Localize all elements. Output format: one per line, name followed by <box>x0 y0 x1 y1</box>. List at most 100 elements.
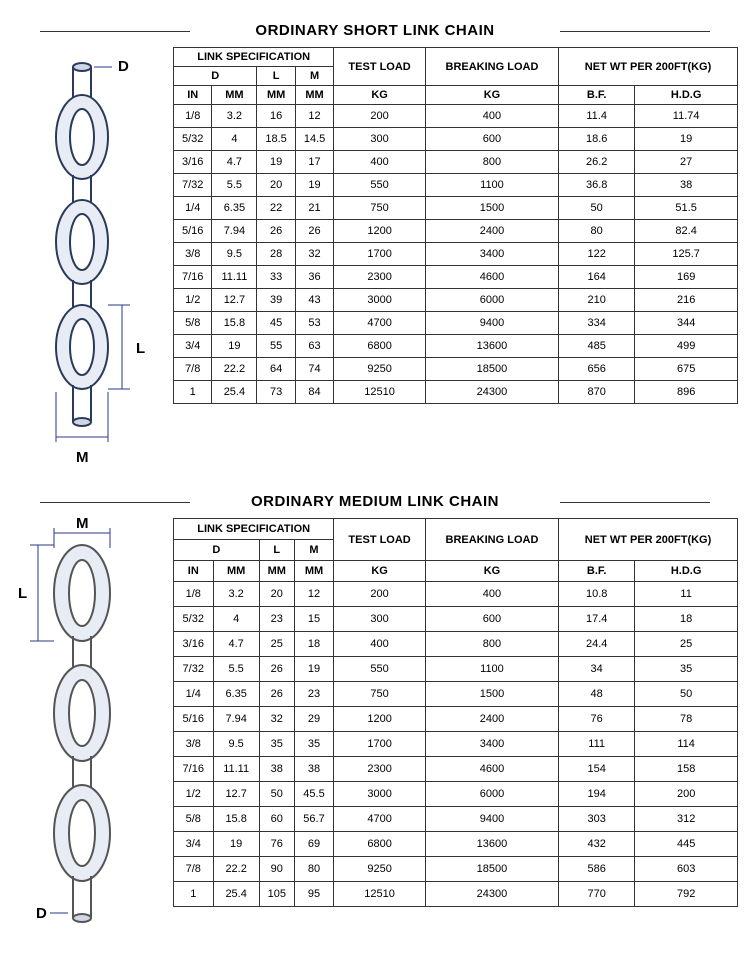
table-cell: 33 <box>257 266 295 289</box>
table-header: LINK SPECIFICATION TEST LOAD BREAKING LO… <box>174 48 738 105</box>
table-cell: 36.8 <box>559 174 635 197</box>
table-row: 7/325.52019550110036.838 <box>174 174 738 197</box>
table-cell: 60 <box>259 807 294 832</box>
table-cell: 210 <box>559 289 635 312</box>
table-cell: 1200 <box>334 707 426 732</box>
table-row: 5/815.86056.747009400303312 <box>174 807 738 832</box>
table-cell: 12 <box>295 105 333 128</box>
table-cell: 13600 <box>425 832 558 857</box>
table-cell: 27 <box>635 151 738 174</box>
table-cell: 1/2 <box>174 289 212 312</box>
table-cell: 69 <box>294 832 334 857</box>
table-row: 5/32418.514.530060018.619 <box>174 128 738 151</box>
hdr-testload: TEST LOAD <box>334 519 426 561</box>
table-cell: 39 <box>257 289 295 312</box>
table-cell: 1 <box>174 381 212 404</box>
table-cell: 656 <box>559 358 635 381</box>
table-row: 7/822.26474925018500656675 <box>174 358 738 381</box>
table-cell: 19 <box>257 151 295 174</box>
hdr-HDG: H.D.G <box>635 86 738 105</box>
table-cell: 26 <box>259 657 294 682</box>
table-cell: 18.6 <box>559 128 635 151</box>
section1-body: D L M LINK SPECIFICATION TEST LOAD BREAK… <box>10 47 740 477</box>
table-cell: 12.7 <box>212 289 257 312</box>
table-cell: 4700 <box>334 807 426 832</box>
table-cell: 23 <box>259 607 294 632</box>
table-cell: 17.4 <box>559 607 635 632</box>
table-cell: 2300 <box>334 266 426 289</box>
hdr-D: D <box>174 540 260 561</box>
table-cell: 25 <box>635 632 738 657</box>
hdr-linkspec: LINK SPECIFICATION <box>174 519 334 540</box>
table-cell: 1/4 <box>174 197 212 220</box>
table-cell: 9250 <box>334 358 426 381</box>
table-cell: 16 <box>257 105 295 128</box>
table-cell: 750 <box>334 197 426 220</box>
table-body: 1/83.2201220040010.8115/324231530060017.… <box>174 582 738 907</box>
table-cell: 20 <box>257 174 295 197</box>
hdr-netwt: NET WT PER 200FT(KG) <box>559 519 738 561</box>
table-cell: 56.7 <box>294 807 334 832</box>
table-cell: 312 <box>635 807 738 832</box>
table-cell: 3/4 <box>174 335 212 358</box>
hdr-L: L <box>259 540 294 561</box>
table-cell: 2400 <box>425 220 558 243</box>
dim-L-label: L <box>136 340 145 357</box>
table-cell: 870 <box>559 381 635 404</box>
table-cell: 4 <box>213 607 259 632</box>
hdr-D: D <box>174 67 257 86</box>
table-header: LINK SPECIFICATION TEST LOAD BREAKING LO… <box>174 519 738 582</box>
table-cell: 35 <box>635 657 738 682</box>
table-cell: 1500 <box>425 197 558 220</box>
table-cell: 12510 <box>334 882 426 907</box>
table-cell: 7/8 <box>174 857 214 882</box>
table-row: 3/4195563680013600485499 <box>174 335 738 358</box>
table-cell: 3/8 <box>174 243 212 266</box>
table-cell: 4600 <box>425 266 558 289</box>
table-cell: 400 <box>334 632 426 657</box>
table-cell: 2300 <box>334 757 426 782</box>
table-cell: 9400 <box>425 807 558 832</box>
table-cell: 25.4 <box>213 882 259 907</box>
table-cell: 1 <box>174 882 214 907</box>
hdr-breakingload: BREAKING LOAD <box>425 48 558 86</box>
table-cell: 29 <box>294 707 334 732</box>
table-cell: 53 <box>295 312 333 335</box>
table-cell: 26 <box>257 220 295 243</box>
table-row: 7/822.29080925018500586603 <box>174 857 738 882</box>
table-cell: 63 <box>295 335 333 358</box>
table-cell: 432 <box>559 832 635 857</box>
table-cell: 18500 <box>425 857 558 882</box>
table-cell: 43 <box>295 289 333 312</box>
hdr-linkspec: LINK SPECIFICATION <box>174 48 334 67</box>
hdr-BF: B.F. <box>559 86 635 105</box>
table-cell: 35 <box>259 732 294 757</box>
table-cell: 3/16 <box>174 632 214 657</box>
table-cell: 45 <box>257 312 295 335</box>
table-cell: 80 <box>294 857 334 882</box>
table-cell: 23 <box>294 682 334 707</box>
table-cell: 800 <box>425 151 558 174</box>
table-cell: 50 <box>259 782 294 807</box>
hdr-netwt: NET WT PER 200FT(KG) <box>559 48 738 86</box>
dim-D-label: D <box>118 58 129 75</box>
table-cell: 586 <box>559 857 635 882</box>
table-cell: 25.4 <box>212 381 257 404</box>
table-cell: 4600 <box>425 757 558 782</box>
table-cell: 600 <box>425 607 558 632</box>
table-cell: 122 <box>559 243 635 266</box>
table-cell: 6800 <box>334 335 426 358</box>
table-row: 1/212.7394330006000210216 <box>174 289 738 312</box>
section1-diagram: D L M <box>10 47 165 477</box>
table-cell: 334 <box>559 312 635 335</box>
table-cell: 11.4 <box>559 105 635 128</box>
table-cell: 111 <box>559 732 635 757</box>
table-cell: 485 <box>559 335 635 358</box>
table-cell: 5.5 <box>213 657 259 682</box>
table-cell: 1/2 <box>174 782 214 807</box>
hdr-L: L <box>257 67 295 86</box>
table-cell: 3/8 <box>174 732 214 757</box>
table-cell: 6.35 <box>212 197 257 220</box>
hdr-MM2: MM <box>259 561 294 582</box>
table-cell: 20 <box>259 582 294 607</box>
